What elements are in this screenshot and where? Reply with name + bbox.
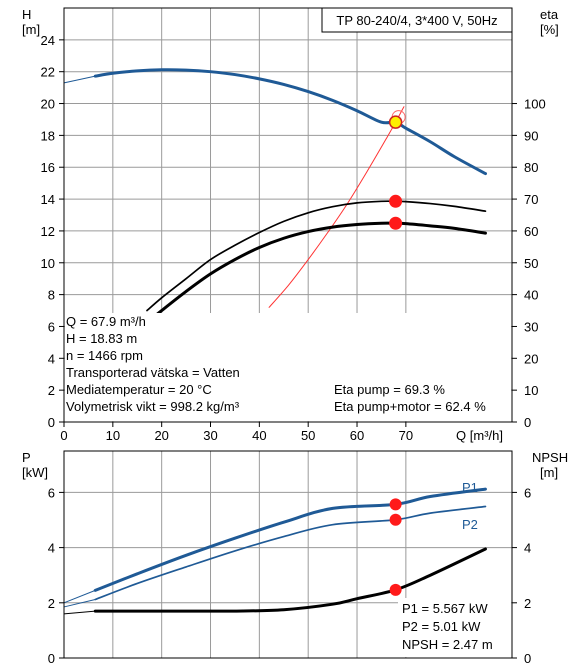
curve-eta-pump: [146, 200, 487, 312]
y-left-tick-label: 14: [41, 192, 55, 207]
y-right-tick-label: 70: [524, 192, 538, 207]
x-tick-label: 60: [350, 428, 364, 443]
info-density: Volymetrisk vikt = 998.2 kg/m³: [66, 399, 240, 414]
y-left-tick-label: 4: [48, 351, 55, 366]
series-label-p1: P1: [462, 480, 478, 495]
y-right-tick-label: 80: [524, 160, 538, 175]
y-left-tick-label: 16: [41, 160, 55, 175]
operating-point-p2: [389, 513, 402, 526]
curves-bottom: [63, 487, 487, 615]
plot-frame-bottom: [63, 450, 513, 659]
curve-p2-extension: [63, 599, 96, 608]
curve-p1-extension: [63, 589, 96, 604]
info-liquid: Transporterad vätska = Vatten: [66, 365, 240, 380]
y-right-tick-label: 10: [524, 383, 538, 398]
curve-npsh: [93, 547, 487, 613]
ticks-bottom: 0 2 4 6 0 2 4 6: [48, 485, 531, 666]
info-temperature: Mediatemperatur = 20 °C: [66, 382, 212, 397]
y-right-tick-label: 100: [524, 97, 546, 112]
y-right-tick-label: 40: [524, 288, 538, 303]
y-left-tick-label: 12: [41, 224, 55, 239]
operating-point-head: [388, 115, 403, 129]
y-right-tick-label: 20: [524, 351, 538, 366]
operating-point-npsh: [389, 583, 402, 596]
ticks-top: 0 10 20 30 40 50 60 700246810121416182022240102…: [41, 33, 546, 443]
grid-bottom: [64, 451, 512, 658]
curve-p2: [94, 505, 487, 601]
p-tick-label: 6: [48, 485, 55, 500]
x-axis-label: Q [m³/h]: [456, 428, 503, 443]
x-tick-label: 30: [203, 428, 217, 443]
npsh-axis-label-line2: [m]: [540, 465, 558, 480]
y-left-tick-label: 10: [41, 256, 55, 271]
npsh-tick-label: 4: [524, 541, 531, 556]
curve-system-curve: [268, 106, 405, 308]
info-eta-pump-motor: Eta pump+motor = 62.4 %: [334, 399, 486, 414]
npsh-axis-label-line1: NPSH: [532, 450, 568, 465]
curve-p1: [93, 487, 487, 592]
x-tick-label: 20: [154, 428, 168, 443]
y-left-tick-label: 24: [41, 33, 55, 48]
p-tick-label: 4: [48, 541, 55, 556]
chart-title: TP 80-240/4, 3*400 V, 50Hz: [336, 13, 497, 28]
info-h: H = 18.83 m: [66, 331, 137, 346]
x-tick-label: 0: [60, 428, 67, 443]
y-right-tick-label: 30: [524, 319, 538, 334]
y-left-tick-label: 18: [41, 128, 55, 143]
y-left-tick-label: 22: [41, 65, 55, 80]
info-npsh: NPSH = 2.47 m: [402, 637, 493, 652]
p-axis-label-line2: [kW]: [22, 465, 48, 480]
x-tick-label: 40: [252, 428, 266, 443]
y-right-tick-label: 0: [524, 415, 531, 430]
power-npsh-chart: 0 2 4 6 0 2 4 6 P [kW] NPSH [m] P1 P2 P1 = 5.56…: [22, 450, 568, 666]
info-q: Q = 67.9 m³/h: [66, 314, 146, 329]
curve-h-extension: [63, 75, 96, 84]
x-tick-label: 50: [301, 428, 315, 443]
curve-eta-pump-motor: [140, 221, 487, 328]
y-right-label-line2: [%]: [540, 22, 559, 37]
p-tick-label: 0: [48, 651, 55, 666]
y-left-tick-label: 20: [41, 97, 55, 112]
y-left-label-line2: [m]: [22, 22, 40, 37]
info-box-top: [65, 313, 511, 421]
p-axis-label-line1: P: [22, 450, 31, 465]
head-efficiency-chart: 0 10 20 30 40 50 60 700246810121416182022240102…: [22, 7, 559, 443]
p-tick-label: 2: [48, 596, 55, 611]
info-n: n = 1466 rpm: [66, 348, 143, 363]
npsh-tick-label: 2: [524, 596, 531, 611]
info-p2: P2 = 5.01 kW: [402, 619, 481, 634]
operating-point-eta-pump-motor: [389, 216, 403, 230]
x-tick-label: 10: [106, 428, 120, 443]
y-left-label-line1: H: [22, 7, 31, 22]
operating-point-p1: [389, 498, 402, 511]
info-eta-pump: Eta pump = 69.3 %: [334, 382, 445, 397]
title-box: [321, 7, 513, 33]
npsh-tick-label: 6: [524, 485, 531, 500]
operating-point-eta-pump: [389, 194, 403, 208]
y-right-tick-label: 90: [524, 128, 538, 143]
npsh-tick-label: 0: [524, 651, 531, 666]
series-label-p2: P2: [462, 517, 478, 532]
curve-h: [93, 68, 487, 176]
y-right-tick-label: 50: [524, 256, 538, 271]
info-box-bottom: [398, 598, 511, 657]
y-left-tick-label: 2: [48, 383, 55, 398]
y-left-tick-label: 0: [48, 415, 55, 430]
y-right-tick-label: 60: [524, 224, 538, 239]
curves-top: [63, 68, 487, 328]
grid-top: [64, 8, 512, 422]
plot-frame-top: [63, 7, 513, 423]
y-right-label-line1: eta: [540, 7, 559, 22]
x-tick-label: 70: [399, 428, 413, 443]
y-left-tick-label: 6: [48, 319, 55, 334]
curve-npsh-extension: [63, 610, 96, 615]
y-left-tick-label: 8: [48, 288, 55, 303]
info-p1: P1 = 5.567 kW: [402, 601, 488, 616]
